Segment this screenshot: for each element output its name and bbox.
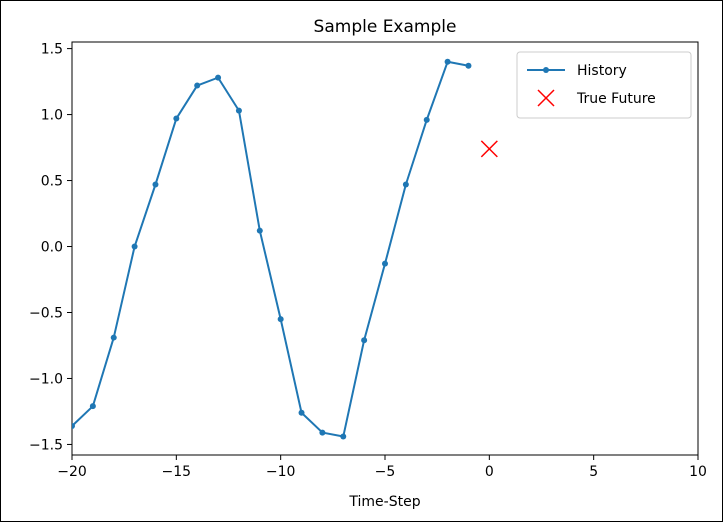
x-tick-label: 5 <box>589 464 598 480</box>
history-point <box>319 429 326 436</box>
history-point <box>423 116 430 123</box>
history-point <box>340 433 347 440</box>
legend-entry: True Future <box>537 89 656 107</box>
legend-entry: History <box>527 63 627 79</box>
history-point <box>173 115 180 122</box>
x-tick-label: −5 <box>375 464 396 480</box>
y-tick-label: −1.5 <box>29 437 63 453</box>
y-tick-label: 0.5 <box>41 174 63 190</box>
history-point <box>277 316 284 323</box>
history-point <box>215 74 222 81</box>
y-tick-label: 1.0 <box>41 108 63 124</box>
true-future-marker <box>480 140 498 158</box>
y-tick-label: −0.5 <box>29 305 63 321</box>
x-axis-title: Time-Step <box>348 494 420 510</box>
series-true-future <box>480 140 498 158</box>
legend-box <box>516 51 692 119</box>
legend: History True Future <box>516 51 692 119</box>
x-tick-label: −10 <box>266 464 296 480</box>
y-tick-label: 0.0 <box>41 240 63 256</box>
x-tick-label: −20 <box>57 464 87 480</box>
legend-label: History <box>577 63 627 79</box>
x-tick-label: 0 <box>485 464 494 480</box>
history-point <box>152 181 159 188</box>
y-tick-label: −1.0 <box>29 371 63 387</box>
x-axis: −20 −15 −10 −5 0 5 10 <box>57 455 707 480</box>
history-point <box>361 337 368 344</box>
history-point <box>131 243 138 250</box>
history-point <box>382 260 388 267</box>
history-point <box>256 227 263 234</box>
legend-dot-swatch <box>543 67 549 73</box>
y-axis: 1.5 1.0 0.5 0.0 −0.5 −1.0 −1.5 <box>29 42 72 453</box>
x-marker-stroke <box>480 140 498 158</box>
history-point <box>72 422 75 429</box>
history-point <box>298 409 305 416</box>
history-point <box>235 107 242 114</box>
history-line <box>72 60 469 438</box>
x-tick-label: 10 <box>689 464 707 480</box>
series-layer <box>72 58 498 440</box>
history-point <box>444 58 451 65</box>
series-history <box>72 58 472 440</box>
history-point <box>465 62 472 69</box>
history-point <box>194 82 201 89</box>
x-tick-label: −15 <box>162 464 192 480</box>
history-point <box>89 403 96 410</box>
chart-title: Sample Example <box>314 17 457 37</box>
history-point <box>110 334 117 341</box>
legend-x-swatch <box>537 89 555 107</box>
history-point <box>402 181 409 188</box>
y-tick-label: 1.5 <box>41 42 63 58</box>
legend-label: True Future <box>576 91 656 107</box>
